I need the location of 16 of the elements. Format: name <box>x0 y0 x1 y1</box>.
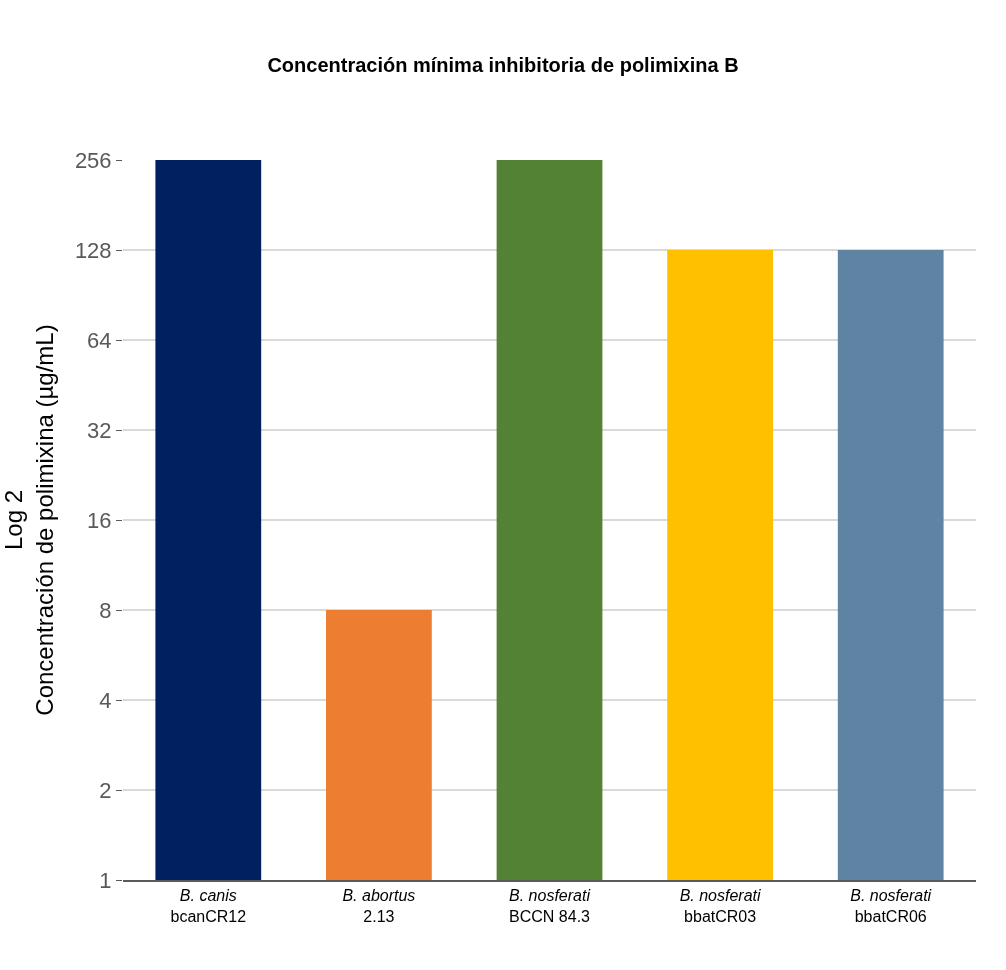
y-tick-label: 64 <box>87 327 112 353</box>
y-tick-label: 8 <box>99 597 112 623</box>
x-tick-label: B. nosferati bbatCR06 <box>850 886 932 925</box>
y-tick-label: 16 <box>87 507 112 533</box>
x-tick-label: B. nosferati bbatCR03 <box>679 886 762 925</box>
y-tick-label: 128 <box>74 237 112 263</box>
y-tick-label: 1 <box>99 867 112 893</box>
chart-title: Concentración mínima inhibitoria de polimixina B <box>267 54 739 77</box>
x-tick-label: B. canis bcanCR12 <box>170 886 247 925</box>
y-tick-label: 256 <box>74 147 112 173</box>
y-axis-title: Log 2 Concentración de polimixina (µg/mL) <box>0 324 59 716</box>
y-tick-label: 2 <box>99 777 112 803</box>
y-tick-label: 32 <box>87 417 112 443</box>
x-tick-label: B. abortus 2.13 <box>342 886 416 925</box>
y-tick-label: 4 <box>99 687 112 713</box>
x-tick-label: B. nosferati BCCN 84.3 <box>509 886 591 925</box>
